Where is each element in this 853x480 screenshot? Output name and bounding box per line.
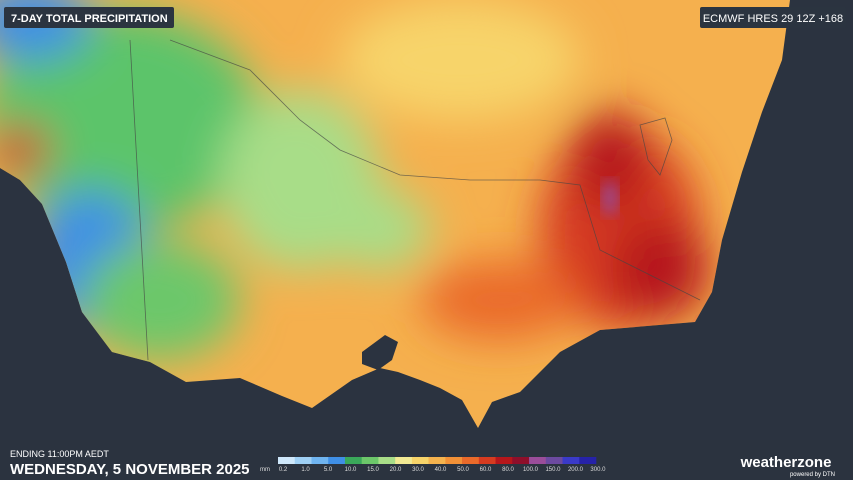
legend-swatch (428, 457, 446, 464)
legend-label: 100.0 (523, 467, 539, 473)
brand: weatherzone (740, 454, 832, 471)
legend-label: 1.0 (301, 467, 310, 473)
legend-swatch (294, 457, 312, 464)
model-box (700, 7, 846, 28)
legend-swatch (512, 457, 530, 464)
legend-swatch (395, 457, 413, 464)
legend-label: 300.0 (590, 467, 606, 473)
legend-label: 20.0 (390, 467, 402, 473)
field-peak (602, 180, 618, 216)
legend-swatch (495, 457, 513, 464)
legend-swatch (462, 457, 480, 464)
legend-swatch (344, 457, 362, 464)
legend-label: 30.0 (412, 467, 424, 473)
title-box (4, 7, 174, 28)
legend-swatch (445, 457, 463, 464)
brand-sub: powered by DTN (790, 472, 835, 478)
legend-label: 60.0 (480, 467, 492, 473)
borders (129, 39, 701, 361)
legend-swatch (361, 457, 379, 464)
model-label: ECMWF HRES 29 12Z +168 (703, 13, 843, 25)
legend-swatch (411, 457, 429, 464)
legend-swatch (378, 457, 396, 464)
legend-swatch (311, 457, 329, 464)
legend-swatch (529, 457, 547, 464)
legend-label: 5.0 (324, 467, 333, 473)
legend-label: 15.0 (367, 467, 379, 473)
legend-swatch (562, 457, 580, 464)
title: 7-DAY TOTAL PRECIPITATION (11, 13, 168, 25)
legend-label: 80.0 (502, 467, 514, 473)
bay (362, 335, 398, 370)
legend-swatch (328, 457, 346, 464)
date-text: WEDNESDAY, 5 NOVEMBER 2025 (10, 461, 250, 478)
legend-label: 150.0 (545, 467, 561, 473)
legend-swatch (278, 457, 296, 464)
legend-swatch (579, 457, 597, 464)
legend: 0.2 1.0 5.0 10.0 15.0 20.0 30.0 40.0 50.0 60.0 80.… (278, 457, 606, 473)
ending-text: ENDING 11:00PM AEDT (10, 449, 109, 459)
legend-unit: mm (260, 467, 270, 473)
legend-label: 10.0 (345, 467, 357, 473)
legend-label: 200.0 (568, 467, 584, 473)
legend-label: 40.0 (435, 467, 447, 473)
legend-swatch (545, 457, 563, 464)
legend-swatch (478, 457, 496, 464)
legend-label: 50.0 (457, 467, 469, 473)
legend-label: 0.2 (279, 467, 288, 473)
